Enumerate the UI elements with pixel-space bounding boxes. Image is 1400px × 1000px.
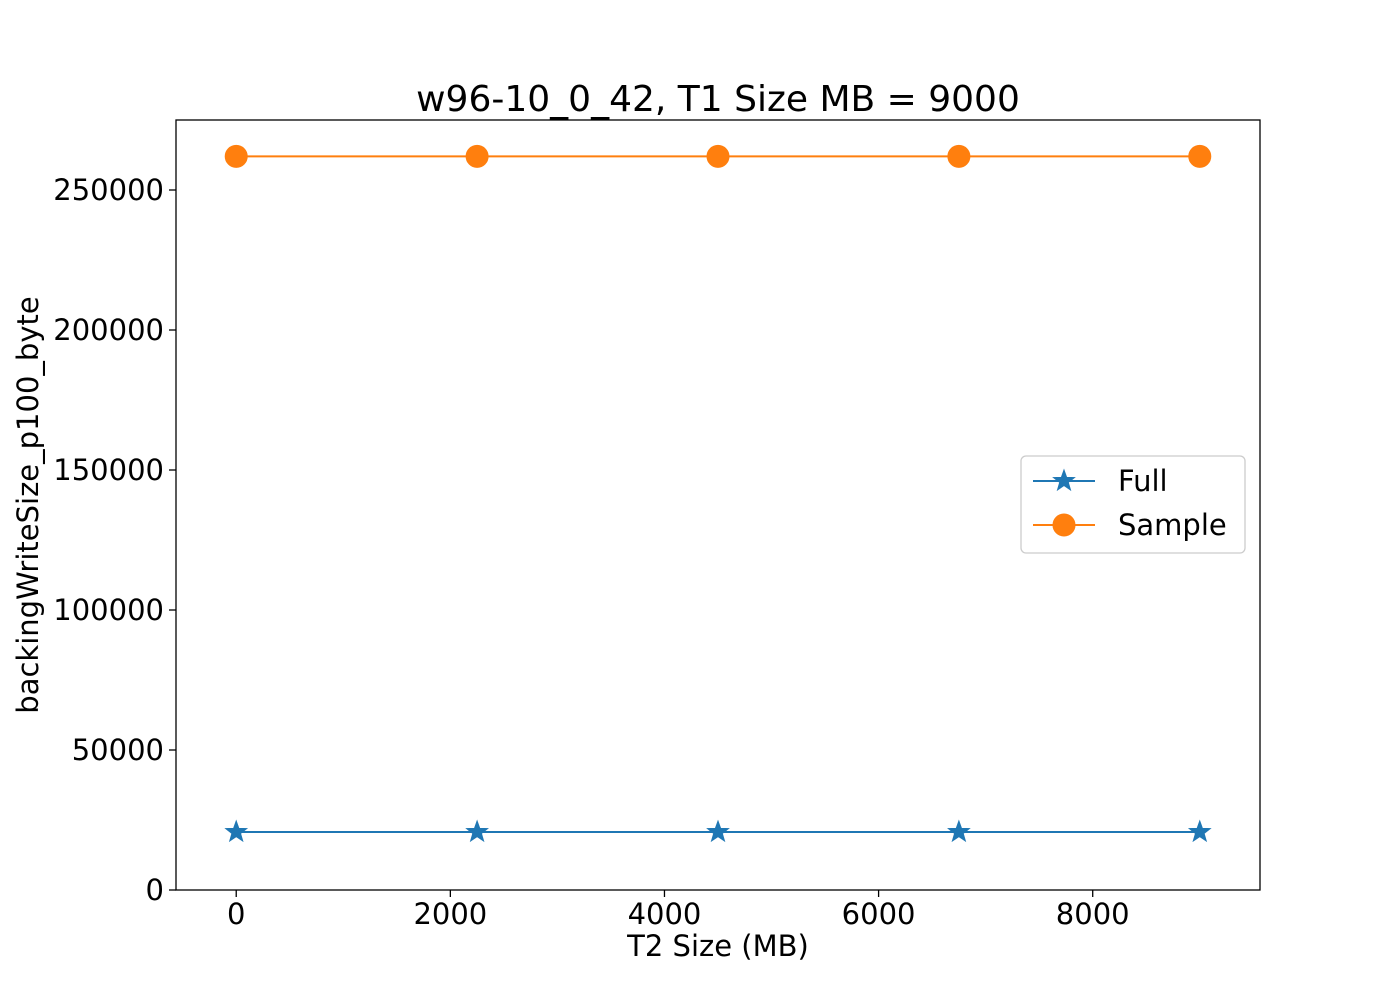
y-tick-label: 50000 bbox=[72, 733, 164, 767]
data-point-sample bbox=[224, 144, 248, 168]
data-point-full bbox=[947, 819, 971, 843]
data-point-full bbox=[706, 819, 730, 843]
y-tick-label: 150000 bbox=[53, 453, 164, 487]
x-tick-label: 0 bbox=[227, 897, 245, 931]
legend-label: Full bbox=[1118, 464, 1168, 498]
data-point-full bbox=[224, 819, 249, 843]
y-tick-label: 250000 bbox=[53, 173, 164, 207]
legend-item-full: Full bbox=[1033, 464, 1168, 498]
x-axis-ticks: 0 2000 4000 6000 8000 bbox=[227, 890, 1130, 931]
x-tick-label: 6000 bbox=[842, 897, 916, 931]
y-tick-label: 0 bbox=[146, 873, 164, 907]
plot-area-frame bbox=[175, 119, 1261, 891]
data-point-full bbox=[1187, 819, 1212, 843]
x-tick-label: 8000 bbox=[1056, 897, 1130, 931]
y-tick-label: 200000 bbox=[53, 313, 164, 347]
legend-star-marker bbox=[1052, 468, 1076, 492]
chart-title: w96-10_0_42, T1 Size MB = 9000 bbox=[416, 79, 1020, 120]
legend-circle-marker bbox=[1052, 513, 1076, 537]
legend-label: Sample bbox=[1118, 508, 1227, 542]
series-sample bbox=[224, 144, 1212, 168]
data-point-full bbox=[465, 819, 489, 843]
data-point-sample bbox=[947, 144, 971, 168]
series-layer bbox=[224, 144, 1212, 843]
x-tick-label: 4000 bbox=[628, 897, 702, 931]
series-full bbox=[224, 819, 1212, 843]
data-point-sample bbox=[465, 144, 489, 168]
x-tick-label: 2000 bbox=[413, 897, 487, 931]
legend: Full Sample bbox=[1020, 455, 1246, 554]
y-axis-ticks: 0 50000 100000 150000 200000 250000 bbox=[53, 173, 176, 907]
x-axis-label: T2 Size (MB) bbox=[626, 929, 809, 963]
data-point-sample bbox=[706, 144, 730, 168]
y-tick-label: 100000 bbox=[53, 593, 164, 627]
legend-item-sample: Sample bbox=[1033, 508, 1227, 542]
data-point-sample bbox=[1188, 144, 1212, 168]
y-axis-label: backingWriteSize_p100_byte bbox=[11, 296, 45, 713]
